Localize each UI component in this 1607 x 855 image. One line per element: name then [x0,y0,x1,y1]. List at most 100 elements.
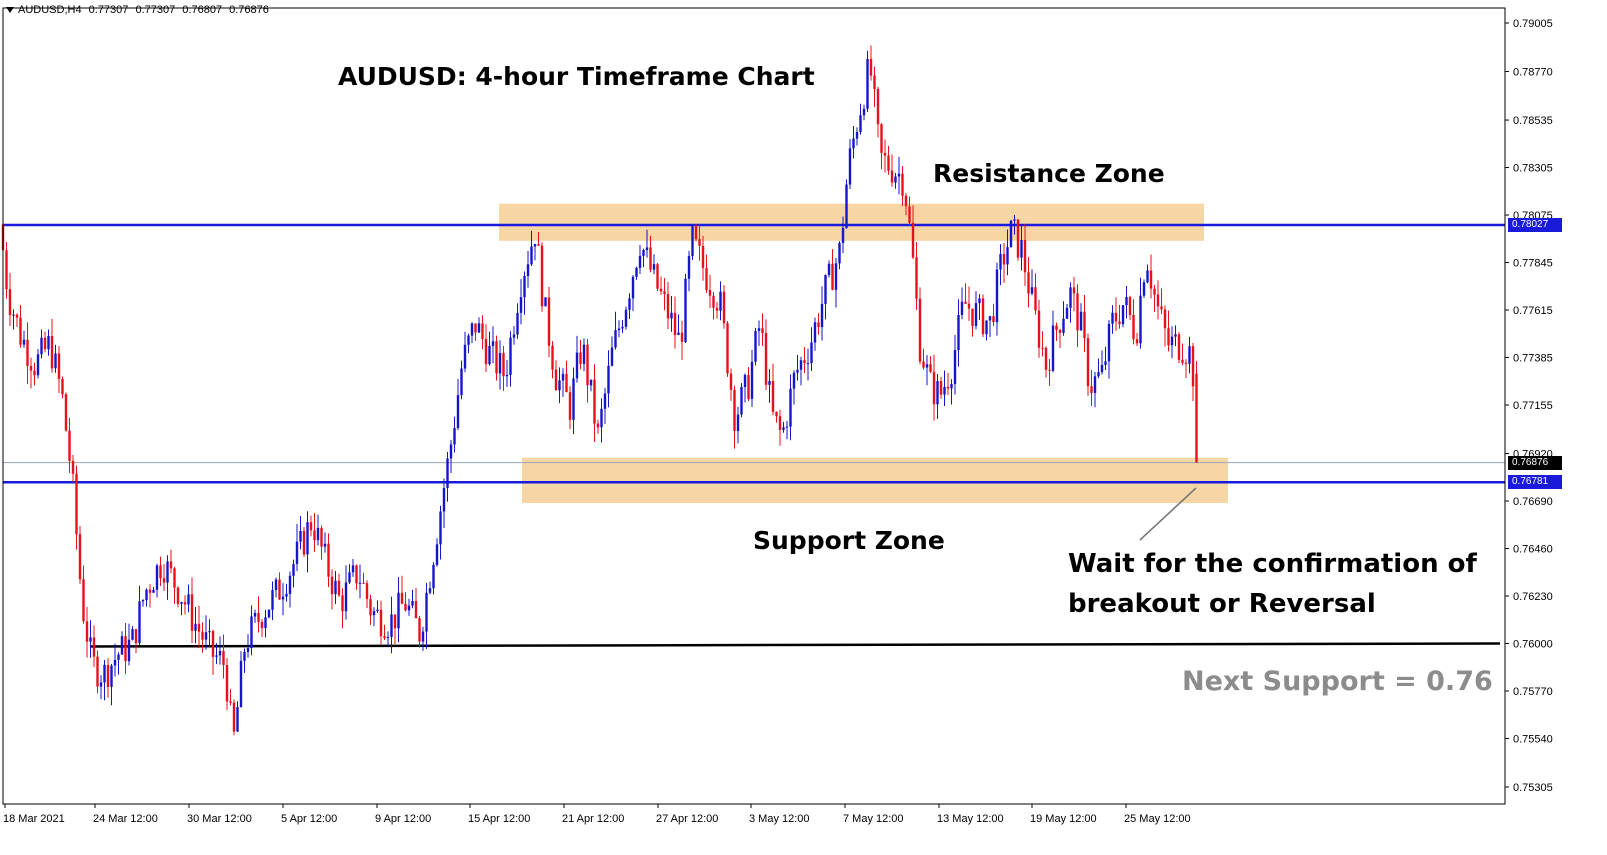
candle-body [1097,372,1100,377]
x-tick-label: 25 May 12:00 [1124,813,1191,825]
candle-body [166,561,169,583]
candle-body [383,636,386,639]
candle-body [1006,247,1009,265]
candle-body [285,593,288,597]
candle-body [939,381,943,395]
candle-body [540,245,544,307]
candle-body [582,344,586,364]
candle-body [778,416,782,430]
y-tick-label: 0.76690 [1513,496,1553,508]
candle-body [624,309,628,327]
candle-body [803,360,806,364]
candle-body [393,614,397,629]
candle-body [1086,338,1090,387]
zones-layer [499,203,1228,504]
candle-body [974,303,978,326]
x-tick-label: 3 May 12:00 [749,813,810,825]
candle-body [498,353,502,374]
candle-body [806,363,810,365]
levels-layer [3,223,1505,648]
candle-body [855,131,859,139]
candle-body [694,226,698,240]
candle-body [1114,312,1118,322]
candle-body [337,580,341,596]
candle-body [57,353,61,379]
candle-body [1044,347,1048,370]
candle-body [1125,297,1128,306]
candle-body [400,592,404,604]
y-tick-label: 0.78305 [1513,163,1553,175]
candle-body [288,575,292,594]
candle-body [617,328,621,331]
candle-body [631,276,635,299]
candle-body [701,245,705,269]
candle-body [1163,309,1167,329]
candle-body [586,344,589,386]
candle-body [589,379,593,386]
candle-body [953,350,957,384]
y-tick-label: 0.75540 [1513,733,1553,745]
candle-body [1107,323,1111,362]
candle-body [71,460,75,474]
candle-body [628,298,631,310]
candle-body [323,543,327,547]
candle-body [908,206,911,223]
current-price-label: 0.76876 [1508,455,1562,470]
candle-body [1181,359,1184,363]
x-tick-label: 9 Apr 12:00 [375,813,431,825]
candle-body [600,408,603,428]
candle-body [950,383,953,389]
candle-body [554,369,558,391]
candle-body [558,380,561,391]
candle-body [670,312,673,319]
candle-body [1030,287,1034,294]
dropdown-triangle-icon[interactable] [6,7,14,14]
candle-body [155,565,159,590]
x-tick-label: 5 Apr 12:00 [281,813,337,825]
candle-body [761,328,764,334]
candle-body [887,155,890,171]
candle-body [19,317,22,345]
candle-body [904,195,908,207]
candle-body [978,298,981,304]
candle-body [593,379,596,424]
candle-body [1093,376,1097,393]
candle-body [358,582,362,584]
candle-body [176,587,180,604]
candle-body [253,612,257,617]
candle-body [22,339,26,345]
candle-body [712,295,715,308]
resistance-price-label: 0.78027 [1508,217,1562,232]
candle-body [883,152,887,156]
candle-body [106,664,110,687]
candle-body [257,612,260,622]
candle-body [743,374,747,387]
candle-body [159,565,162,579]
candle-body [771,381,775,412]
candle-body [243,651,246,661]
resistance-zone [499,203,1204,241]
candle-body [1149,270,1153,289]
candle-body [614,330,617,348]
candle-body [915,257,918,299]
candle-body [1100,364,1104,373]
candle-body [1142,282,1146,296]
candle-body [512,334,516,338]
candle-body [869,58,873,76]
candle-body [120,636,124,655]
candle-body [757,328,761,332]
candle-body [684,278,687,342]
candle-body [827,263,831,276]
candle-body [1034,287,1037,311]
candle-body [488,345,491,365]
candle-body [652,264,656,270]
plot-frame [2,7,1506,805]
candle-body [292,563,295,576]
candle-body [1146,270,1149,283]
candle-body [187,594,190,605]
candle-body [278,579,281,600]
candle-body [92,637,96,657]
candle-body [183,602,187,605]
candle-body [817,322,820,328]
candle-body [859,115,862,132]
